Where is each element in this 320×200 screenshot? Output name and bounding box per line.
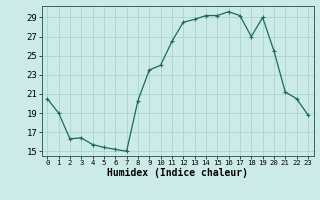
X-axis label: Humidex (Indice chaleur): Humidex (Indice chaleur): [107, 168, 248, 178]
